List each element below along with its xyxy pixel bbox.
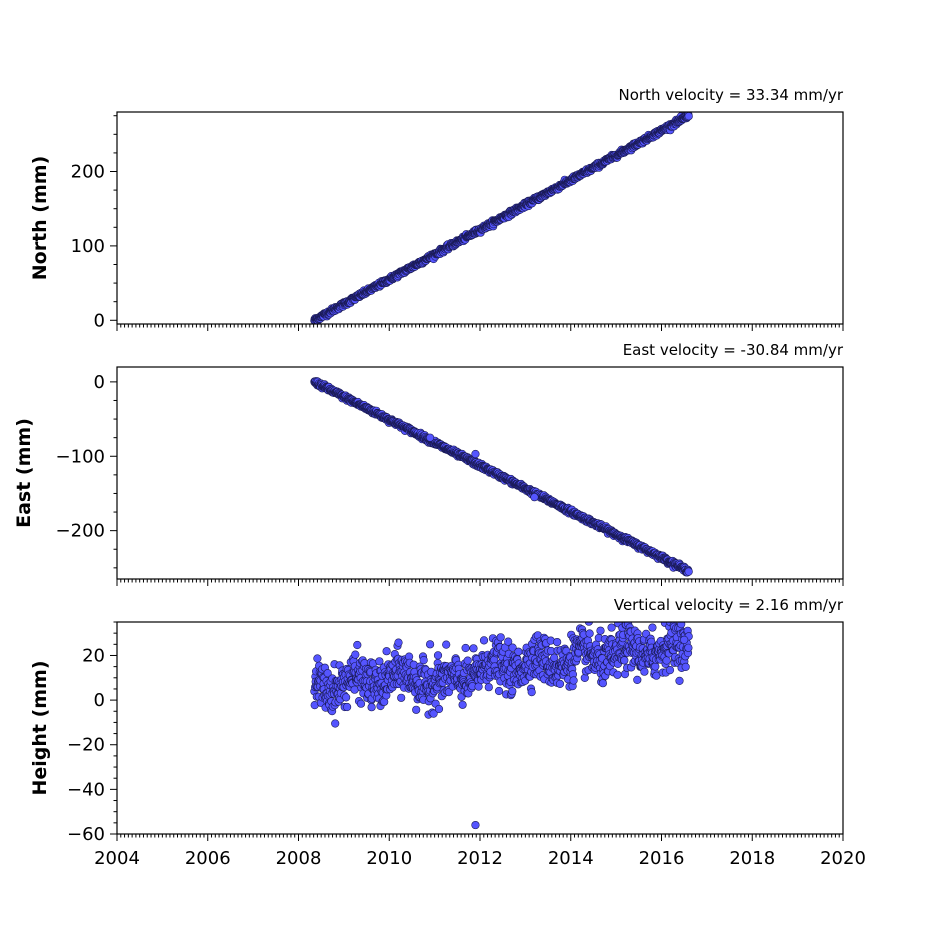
data-point bbox=[613, 670, 622, 679]
x-tick-label: 2016 bbox=[639, 848, 685, 869]
data-point bbox=[442, 640, 451, 649]
data-point bbox=[351, 650, 360, 659]
data-point bbox=[444, 687, 454, 697]
data-point bbox=[342, 693, 351, 702]
data-point bbox=[425, 433, 435, 442]
y-tick-label: 200 bbox=[71, 162, 105, 183]
x-tick-label: 2012 bbox=[457, 848, 503, 869]
data-point bbox=[458, 700, 467, 709]
data-point bbox=[508, 643, 517, 652]
data-point bbox=[585, 629, 594, 638]
y-tick-label: 20 bbox=[82, 645, 105, 666]
data-point bbox=[353, 640, 362, 650]
data-point bbox=[527, 687, 536, 697]
data-points bbox=[310, 377, 693, 577]
data-point bbox=[550, 653, 559, 662]
data-point bbox=[607, 623, 616, 632]
data-point bbox=[675, 676, 684, 686]
data-point bbox=[425, 640, 435, 649]
data-points bbox=[310, 112, 693, 324]
data-point bbox=[648, 623, 657, 632]
data-point bbox=[633, 675, 642, 685]
x-tick-label: 2014 bbox=[548, 848, 594, 869]
data-point bbox=[343, 702, 352, 712]
data-point bbox=[684, 643, 693, 652]
panel-2: −200 −100 0 East (mm) East velocity = -30.84… bbox=[13, 341, 844, 586]
data-point bbox=[668, 613, 676, 621]
data-point bbox=[471, 820, 480, 830]
y-axis-label: East (mm) bbox=[13, 418, 35, 528]
y-tick-label: 100 bbox=[71, 236, 105, 257]
data-point bbox=[662, 656, 671, 665]
data-point bbox=[681, 662, 690, 672]
data-point bbox=[651, 662, 660, 671]
y-tick-label: −40 bbox=[67, 779, 105, 800]
data-point bbox=[323, 669, 332, 678]
data-point bbox=[471, 449, 480, 459]
data-point bbox=[508, 687, 517, 696]
data-points bbox=[310, 613, 693, 830]
panel-1: 0 100 200 North (mm) North velocity = 33.34 … bbox=[29, 86, 844, 331]
data-point bbox=[429, 709, 438, 718]
data-point bbox=[496, 633, 505, 642]
y-axis-label: North (mm) bbox=[29, 156, 51, 281]
data-point bbox=[677, 622, 686, 629]
y-tick-label: 0 bbox=[94, 690, 105, 711]
panel-title: East velocity = -30.84 mm/yr bbox=[623, 341, 844, 359]
data-point bbox=[530, 493, 539, 502]
data-point bbox=[494, 686, 504, 696]
panel-title: North velocity = 33.34 mm/yr bbox=[619, 86, 844, 104]
data-point bbox=[469, 644, 478, 653]
data-point bbox=[367, 703, 376, 712]
data-point bbox=[680, 635, 689, 644]
data-point bbox=[419, 655, 428, 665]
data-point bbox=[463, 656, 472, 665]
data-point bbox=[553, 637, 562, 647]
y-tick-label: 0 bbox=[94, 310, 105, 331]
data-point bbox=[584, 622, 593, 626]
y-tick-label: −20 bbox=[67, 735, 105, 756]
data-point bbox=[331, 719, 340, 728]
data-point bbox=[514, 647, 523, 656]
x-tick-label: 2020 bbox=[820, 848, 866, 869]
data-point bbox=[375, 657, 384, 666]
data-point bbox=[461, 643, 470, 653]
data-point bbox=[412, 705, 421, 714]
data-point bbox=[596, 626, 605, 635]
data-point bbox=[397, 693, 406, 702]
x-tick-label: 2018 bbox=[729, 848, 775, 869]
x-tick-label: 2006 bbox=[185, 848, 231, 869]
data-point bbox=[382, 647, 391, 656]
x-tick-label: 2008 bbox=[276, 848, 322, 869]
data-point bbox=[620, 656, 629, 665]
data-point bbox=[434, 704, 444, 714]
y-tick-label: −60 bbox=[67, 824, 105, 845]
data-point bbox=[684, 567, 693, 576]
panel-title: Vertical velocity = 2.16 mm/yr bbox=[614, 596, 844, 614]
data-point bbox=[640, 667, 649, 676]
axes-frame bbox=[116, 111, 844, 325]
panel-3: 2004 2006 2008 2010 2012 2014 2016 2018 2020 −60 −… bbox=[29, 596, 866, 869]
data-point bbox=[555, 679, 565, 689]
data-point bbox=[569, 676, 578, 685]
axes-frame bbox=[116, 366, 844, 580]
y-tick-label: −100 bbox=[56, 446, 105, 467]
data-point bbox=[484, 683, 493, 692]
y-tick-label: 0 bbox=[94, 372, 105, 393]
x-tick-label: 2010 bbox=[366, 848, 412, 869]
data-point bbox=[598, 679, 608, 688]
data-point bbox=[665, 665, 675, 675]
data-point bbox=[504, 637, 513, 646]
data-point bbox=[313, 654, 322, 663]
y-tick-label: −200 bbox=[56, 521, 105, 542]
data-point bbox=[350, 685, 359, 694]
data-point bbox=[433, 651, 443, 660]
x-tick-label: 2004 bbox=[94, 848, 140, 869]
data-point bbox=[356, 699, 366, 708]
data-point bbox=[394, 638, 403, 647]
data-point bbox=[479, 636, 489, 645]
y-axis-label: Height (mm) bbox=[29, 660, 51, 795]
data-point bbox=[684, 112, 693, 121]
